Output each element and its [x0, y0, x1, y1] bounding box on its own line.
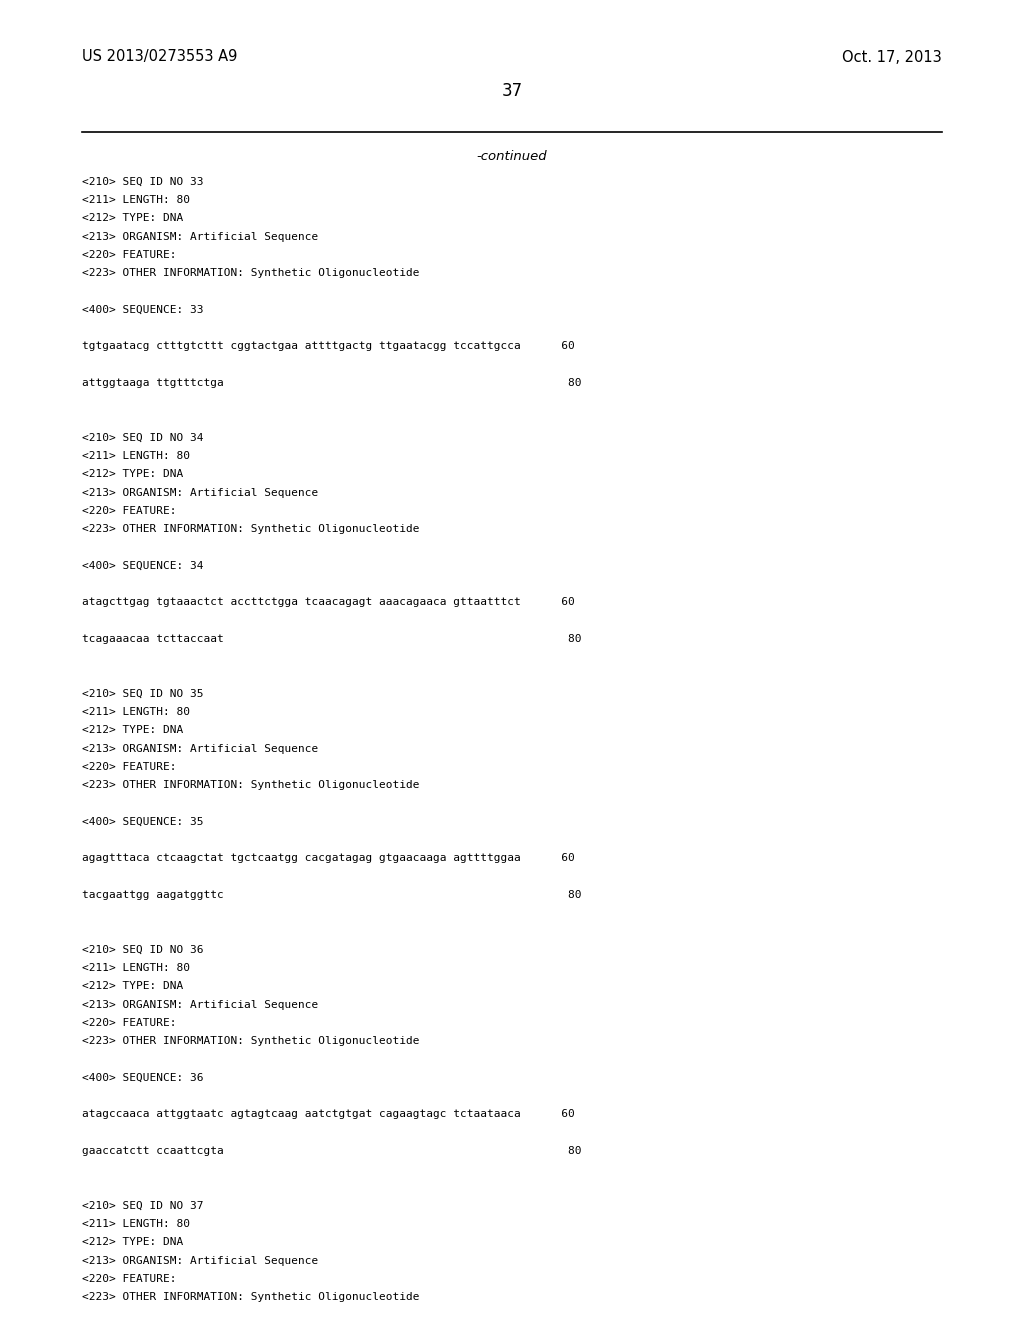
- Text: gaaccatctt ccaattcgta                                                   80: gaaccatctt ccaattcgta 80: [82, 1146, 582, 1156]
- Text: <212> TYPE: DNA: <212> TYPE: DNA: [82, 470, 183, 479]
- Text: <213> ORGANISM: Artificial Sequence: <213> ORGANISM: Artificial Sequence: [82, 743, 318, 754]
- Text: <220> FEATURE:: <220> FEATURE:: [82, 762, 176, 772]
- Text: <223> OTHER INFORMATION: Synthetic Oligonucleotide: <223> OTHER INFORMATION: Synthetic Oligo…: [82, 1292, 420, 1302]
- Text: <211> LENGTH: 80: <211> LENGTH: 80: [82, 451, 189, 461]
- Text: <213> ORGANISM: Artificial Sequence: <213> ORGANISM: Artificial Sequence: [82, 1255, 318, 1266]
- Text: attggtaaga ttgtttctga                                                   80: attggtaaga ttgtttctga 80: [82, 378, 582, 388]
- Text: <400> SEQUENCE: 36: <400> SEQUENCE: 36: [82, 1073, 204, 1082]
- Text: <220> FEATURE:: <220> FEATURE:: [82, 249, 176, 260]
- Text: <213> ORGANISM: Artificial Sequence: <213> ORGANISM: Artificial Sequence: [82, 232, 318, 242]
- Text: <211> LENGTH: 80: <211> LENGTH: 80: [82, 708, 189, 717]
- Text: <210> SEQ ID NO 34: <210> SEQ ID NO 34: [82, 433, 204, 442]
- Text: <223> OTHER INFORMATION: Synthetic Oligonucleotide: <223> OTHER INFORMATION: Synthetic Oligo…: [82, 268, 420, 279]
- Text: <211> LENGTH: 80: <211> LENGTH: 80: [82, 1218, 189, 1229]
- Text: <211> LENGTH: 80: <211> LENGTH: 80: [82, 964, 189, 973]
- Text: <400> SEQUENCE: 35: <400> SEQUENCE: 35: [82, 817, 204, 826]
- Text: <223> OTHER INFORMATION: Synthetic Oligonucleotide: <223> OTHER INFORMATION: Synthetic Oligo…: [82, 524, 420, 535]
- Text: <211> LENGTH: 80: <211> LENGTH: 80: [82, 195, 189, 205]
- Text: <213> ORGANISM: Artificial Sequence: <213> ORGANISM: Artificial Sequence: [82, 487, 318, 498]
- Text: <212> TYPE: DNA: <212> TYPE: DNA: [82, 1237, 183, 1247]
- Text: agagtttaca ctcaagctat tgctcaatgg cacgatagag gtgaacaaga agttttggaa      60: agagtttaca ctcaagctat tgctcaatgg cacgata…: [82, 853, 574, 863]
- Text: <400> SEQUENCE: 34: <400> SEQUENCE: 34: [82, 561, 204, 570]
- Text: <220> FEATURE:: <220> FEATURE:: [82, 1274, 176, 1284]
- Text: <212> TYPE: DNA: <212> TYPE: DNA: [82, 981, 183, 991]
- Text: <223> OTHER INFORMATION: Synthetic Oligonucleotide: <223> OTHER INFORMATION: Synthetic Oligo…: [82, 1036, 420, 1047]
- Text: tcagaaacaa tcttaccaat                                                   80: tcagaaacaa tcttaccaat 80: [82, 634, 582, 644]
- Text: <213> ORGANISM: Artificial Sequence: <213> ORGANISM: Artificial Sequence: [82, 999, 318, 1010]
- Text: <223> OTHER INFORMATION: Synthetic Oligonucleotide: <223> OTHER INFORMATION: Synthetic Oligo…: [82, 780, 420, 791]
- Text: atagcttgag tgtaaactct accttctgga tcaacagagt aaacagaaca gttaatttct      60: atagcttgag tgtaaactct accttctgga tcaacag…: [82, 598, 574, 607]
- Text: <210> SEQ ID NO 37: <210> SEQ ID NO 37: [82, 1201, 204, 1210]
- Text: -continued: -continued: [477, 150, 547, 164]
- Text: <210> SEQ ID NO 36: <210> SEQ ID NO 36: [82, 945, 204, 954]
- Text: <212> TYPE: DNA: <212> TYPE: DNA: [82, 726, 183, 735]
- Text: <400> SEQUENCE: 33: <400> SEQUENCE: 33: [82, 305, 204, 315]
- Text: <210> SEQ ID NO 35: <210> SEQ ID NO 35: [82, 689, 204, 698]
- Text: <220> FEATURE:: <220> FEATURE:: [82, 1018, 176, 1028]
- Text: atagccaaca attggtaatc agtagtcaag aatctgtgat cagaagtagc tctaataaca      60: atagccaaca attggtaatc agtagtcaag aatctgt…: [82, 1109, 574, 1119]
- Text: tacgaattgg aagatggttc                                                   80: tacgaattgg aagatggttc 80: [82, 890, 582, 900]
- Text: 37: 37: [502, 82, 522, 100]
- Text: Oct. 17, 2013: Oct. 17, 2013: [843, 49, 942, 65]
- Text: tgtgaatacg ctttgtcttt cggtactgaa attttgactg ttgaatacgg tccattgcca      60: tgtgaatacg ctttgtcttt cggtactgaa attttga…: [82, 342, 574, 351]
- Text: US 2013/0273553 A9: US 2013/0273553 A9: [82, 49, 238, 65]
- Text: <220> FEATURE:: <220> FEATURE:: [82, 506, 176, 516]
- Text: <212> TYPE: DNA: <212> TYPE: DNA: [82, 214, 183, 223]
- Text: <210> SEQ ID NO 33: <210> SEQ ID NO 33: [82, 177, 204, 187]
